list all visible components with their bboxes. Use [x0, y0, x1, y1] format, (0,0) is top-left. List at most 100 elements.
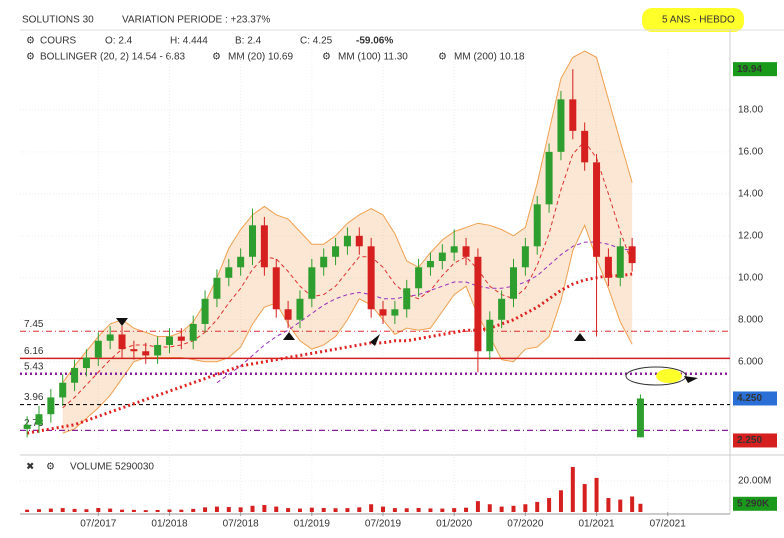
candle-body — [165, 336, 173, 345]
gear-icon[interactable]: ⚙ — [46, 462, 55, 473]
volume-bar — [250, 505, 255, 512]
change: -59.06% — [356, 36, 393, 47]
x-tick-label: 01/2020 — [436, 519, 473, 530]
volume-bar — [630, 496, 635, 512]
candle-body — [308, 267, 316, 299]
candle-body — [343, 235, 351, 247]
gear-icon[interactable]: ⚙ — [438, 52, 447, 63]
gear-icon[interactable]: ⚙ — [26, 36, 35, 47]
volume-bar — [48, 508, 53, 512]
candle-body — [106, 334, 114, 341]
candle-body — [510, 267, 518, 299]
volume-bar — [203, 507, 208, 512]
close: C: 4.25 — [300, 36, 333, 47]
volume-bar — [475, 501, 480, 512]
level-label: 6.16 — [24, 346, 44, 357]
candle-body — [154, 344, 162, 356]
volume-bar — [36, 509, 41, 512]
gear-icon[interactable]: ⚙ — [26, 52, 35, 63]
candle-body — [450, 246, 458, 253]
y-tick-label: 14.00 — [738, 188, 763, 199]
candle-body — [545, 151, 553, 205]
candle-body — [296, 298, 304, 320]
candle-body — [486, 319, 494, 352]
candle-body — [130, 349, 138, 352]
volume-bar — [214, 506, 219, 512]
candle-body — [593, 162, 601, 257]
candle-body — [636, 398, 644, 438]
price-tag-label: 2.250 — [737, 435, 762, 446]
candle-body — [628, 246, 636, 264]
x-tick-label: 01/2019 — [294, 519, 331, 530]
candle-body — [367, 246, 375, 310]
volume-bar — [357, 507, 362, 512]
bollinger-upper — [62, 50, 633, 384]
volume-bar — [499, 506, 504, 512]
y-tick-label: 8.000 — [738, 314, 763, 325]
candle-body — [189, 323, 197, 341]
volume-bar — [547, 498, 552, 512]
volume-bar — [440, 508, 445, 512]
highlight — [642, 8, 744, 32]
level-label: 5.43 — [24, 361, 44, 372]
volume-bar — [618, 499, 623, 512]
price-tag-label: 4.250 — [737, 393, 762, 404]
price-tag — [733, 433, 777, 448]
volume-tag-label: 5 290K — [737, 498, 770, 509]
candle-body — [47, 397, 55, 415]
volume-bar — [582, 484, 587, 512]
open: O: 2.4 — [105, 36, 133, 47]
volume-bar — [131, 509, 136, 512]
candle-body — [379, 309, 387, 316]
candle-body — [569, 99, 577, 131]
candle-body — [23, 424, 31, 429]
volume-bar — [535, 501, 540, 512]
candle-body — [284, 309, 292, 320]
candle-body — [225, 267, 233, 278]
annotations — [116, 318, 698, 386]
volume-bar — [96, 507, 101, 512]
volume-bar — [84, 509, 89, 512]
volume-bar — [416, 507, 421, 512]
candle-body — [521, 246, 529, 268]
x-tick-label: 07/2018 — [223, 519, 260, 530]
gear-icon[interactable]: ⚙ — [322, 52, 331, 63]
mm100-legend: MM (100) 11.30 — [338, 52, 408, 63]
candle-body — [616, 246, 624, 278]
y-tick-label: 16.00 — [738, 146, 763, 157]
volume-bar — [238, 507, 243, 512]
price-tag — [733, 62, 777, 77]
volume-bar — [286, 508, 291, 512]
gear-icon[interactable]: ⚙ — [212, 52, 221, 63]
candle-body — [320, 256, 328, 268]
volume-bar — [143, 510, 148, 512]
high: H: 4.444 — [170, 36, 208, 47]
volume-bar — [321, 507, 326, 512]
candle-body — [118, 334, 126, 350]
volume-tag — [733, 496, 777, 511]
volume-bar — [191, 508, 196, 512]
candle-body — [557, 99, 565, 152]
candle-body — [604, 256, 612, 278]
mm200-legend: MM (200) 10.18 — [454, 52, 525, 63]
volume-bar — [381, 506, 386, 512]
volume-title: VOLUME 5290030 — [70, 462, 154, 473]
close-icon[interactable]: ✖ — [26, 462, 34, 473]
period[interactable]: 5 ANS - HEBDO — [662, 15, 735, 26]
volume-bar — [558, 490, 563, 512]
candle-body — [201, 298, 209, 324]
variation: VARIATION PERIODE : +23.37% — [122, 15, 270, 26]
volume-bar — [60, 508, 65, 512]
volume-bar — [345, 508, 350, 512]
candle-body — [237, 256, 245, 268]
stock-name: SOLUTIONS 30 — [22, 15, 94, 26]
cours-label: COURS — [40, 36, 76, 47]
volume-bar — [487, 504, 492, 512]
x-tick-label: 07/2017 — [80, 519, 117, 530]
volume-bar — [428, 508, 433, 512]
candle-body — [581, 130, 589, 163]
candle-body — [59, 382, 67, 398]
volume-bar — [511, 505, 516, 512]
candle-body — [462, 246, 470, 257]
